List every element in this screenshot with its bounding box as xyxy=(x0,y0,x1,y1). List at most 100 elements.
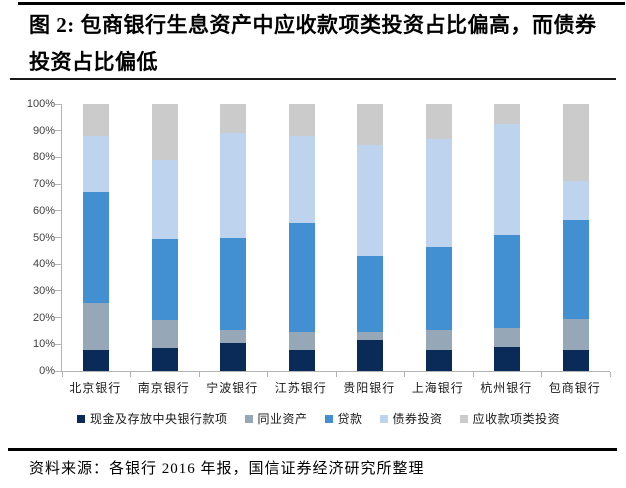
bar-segment xyxy=(288,104,315,137)
y-axis-tick xyxy=(55,130,61,132)
y-axis-tick-labels: 0% 10% 20% 30% 40% 50% 60% 70% 80% 90% 100% xyxy=(0,98,55,377)
y-axis-tick-label: 80% xyxy=(32,151,55,164)
bar-segment xyxy=(562,104,589,182)
legend-label: 贷款 xyxy=(337,412,363,426)
y-axis-tick-label: 10% xyxy=(32,338,55,351)
bar-column-6 xyxy=(405,104,474,371)
stacked-bar xyxy=(151,104,178,371)
x-axis-label: 北京银行 xyxy=(69,381,122,395)
y-axis-tick-label: 0% xyxy=(39,365,55,377)
y-axis-tick-label: 20% xyxy=(32,311,55,324)
bar-segment xyxy=(151,160,178,239)
legend-label: 债券投资 xyxy=(392,412,443,426)
x-axis-label: 上海银行 xyxy=(411,381,464,395)
x-axis-label: 贵阳银行 xyxy=(343,381,396,395)
y-axis-tick xyxy=(55,370,61,372)
stacked-bar xyxy=(562,104,589,371)
bar-segment xyxy=(151,320,178,349)
legend-label: 现金及存放中央银行款项 xyxy=(90,412,228,426)
x-axis-tick xyxy=(130,372,131,377)
bar-segment xyxy=(288,136,315,223)
stacked-bar xyxy=(425,104,452,371)
bar-segment xyxy=(357,104,384,146)
x-axis-label: 南京银行 xyxy=(137,381,190,395)
x-axis-tick xyxy=(541,372,542,377)
bar-column-7 xyxy=(473,104,542,371)
bar-segment xyxy=(83,192,110,303)
y-axis-tick-label: 50% xyxy=(32,231,55,244)
bar-segment xyxy=(425,138,452,247)
legend-color-swatch xyxy=(244,414,253,423)
bar-segment xyxy=(494,104,521,125)
y-axis-tick xyxy=(55,183,61,185)
x-axis-label: 宁波银行 xyxy=(206,381,259,395)
bar-segment xyxy=(562,349,589,371)
figure-title: 图 2: 包商银行生息资产中应收款项类投资占比偏高，而债券投资占比偏低 xyxy=(29,13,597,74)
bar-column-2 xyxy=(131,104,200,371)
bar-segment xyxy=(562,181,589,221)
y-axis-tick xyxy=(55,210,61,212)
y-axis-tick-label: 60% xyxy=(32,204,55,217)
bar-segment xyxy=(151,348,178,371)
bar-segment xyxy=(425,104,452,139)
bar-segment xyxy=(220,237,247,330)
bar-segment xyxy=(151,238,178,321)
legend-color-swatch xyxy=(379,414,388,423)
bar-segment xyxy=(494,124,521,235)
bar-segment xyxy=(425,246,452,330)
y-axis-tick xyxy=(55,317,61,319)
footer-divider-rule xyxy=(8,448,617,451)
bar-column-8 xyxy=(542,104,611,371)
y-axis-tick xyxy=(55,103,61,105)
stacked-bar xyxy=(357,104,384,371)
y-axis-tick xyxy=(55,237,61,238)
bar-segment xyxy=(288,222,315,333)
bar-column-3 xyxy=(199,104,268,371)
bar-segment xyxy=(357,145,384,257)
legend-label: 应收款项类投资 xyxy=(472,412,561,426)
x-axis-tick xyxy=(472,372,474,377)
x-axis-tick xyxy=(198,372,200,377)
legend-label: 同业资产 xyxy=(257,412,308,426)
legend-color-swatch xyxy=(459,414,468,423)
bar-segment xyxy=(425,329,452,350)
bar-column-4 xyxy=(268,104,337,371)
stacked-bar xyxy=(494,104,521,371)
x-axis-label: 杭州银行 xyxy=(480,381,533,395)
top-border-rule xyxy=(18,2,625,5)
x-axis-tick xyxy=(61,372,63,377)
bar-segment xyxy=(83,302,110,350)
y-axis-tick xyxy=(55,263,61,265)
x-axis-label: 包商银行 xyxy=(548,381,601,395)
stacked-bar xyxy=(288,104,315,371)
stacked-bar-plot-area xyxy=(55,103,611,377)
x-axis-tick xyxy=(335,372,337,377)
bar-segment xyxy=(220,104,247,134)
bar-segment xyxy=(357,256,384,333)
chart-legend: 现金及存放中央银行款项 同业资产 贷款 债券投资 应收款项类投资 xyxy=(77,410,597,427)
bar-segment xyxy=(494,328,521,347)
bar-segment xyxy=(494,234,521,329)
x-axis-tick xyxy=(609,372,611,377)
bar-segment xyxy=(357,332,384,341)
legend-item: 债券投资 xyxy=(379,410,443,427)
bar-segment xyxy=(83,104,110,137)
legend-color-swatch xyxy=(324,414,333,423)
bar-segment xyxy=(425,349,452,371)
bar-segment xyxy=(562,318,589,350)
x-axis-labels: 北京银行 南京银行 宁波银行 江苏银行 贵阳银行 上海银行 杭州银行 包商银行 xyxy=(61,379,609,396)
legend-item: 应收款项类投资 xyxy=(459,410,561,427)
title-divider-rule xyxy=(10,78,616,80)
bar-segment xyxy=(220,133,247,238)
bar-segment xyxy=(288,332,315,350)
bar-segment xyxy=(83,136,110,193)
bar-segment xyxy=(151,104,178,161)
stacked-bar xyxy=(220,104,247,371)
bar-segment xyxy=(220,342,247,371)
bar-segment xyxy=(220,329,247,343)
legend-item: 现金及存放中央银行款项 xyxy=(77,410,228,427)
y-axis-tick xyxy=(55,290,61,292)
y-axis-tick xyxy=(55,156,61,158)
bar-column-5 xyxy=(336,104,405,371)
bar-segment xyxy=(562,220,589,319)
